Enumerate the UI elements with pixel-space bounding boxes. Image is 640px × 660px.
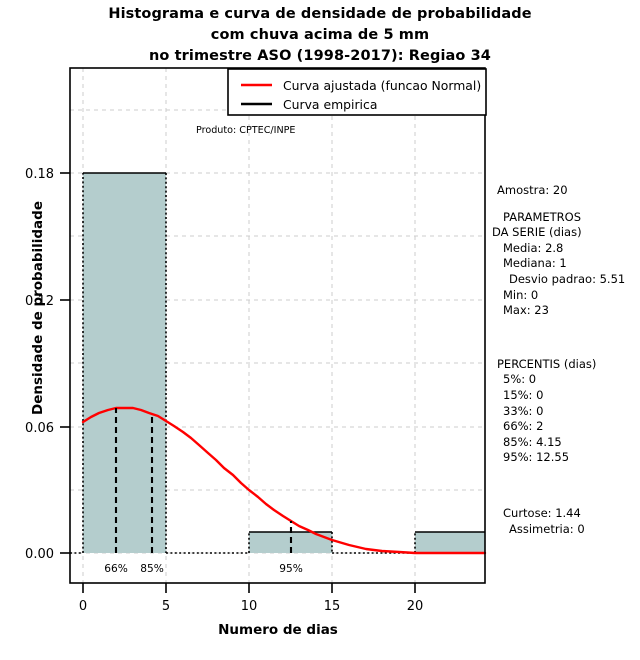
histogram-bar <box>415 532 485 553</box>
x-axis-tick-labels: 0 5 10 15 20 <box>79 599 423 614</box>
x-tick-label: 20 <box>407 599 424 614</box>
percentile-label: 95% <box>279 563 303 575</box>
x-tick-label: 0 <box>79 599 87 614</box>
y-tick-label: 0.06 <box>25 421 54 436</box>
stat-amostra: Amostra: 20 <box>497 183 568 197</box>
page-title: Histograma e curva de densidade de proba… <box>0 4 640 67</box>
title-line-3: no trimestre ASO (1998-2017): Regiao 34 <box>148 48 492 64</box>
stat-curtose: Curtose: 1.44 <box>503 505 581 520</box>
y-tick-label: 0.18 <box>25 167 54 182</box>
percentile-markers <box>114 408 293 553</box>
title-line-2: com chuva acima de 5 mm <box>210 27 430 43</box>
stat-p5: 5%: 0 <box>503 372 537 387</box>
stat-p15: 15%: 0 <box>503 387 544 402</box>
y-tick-label: 0.12 <box>25 294 54 309</box>
stat-p66: 66%: 2 <box>503 419 544 434</box>
stat-desvio-padrao: Desvio padrao: 5.51 <box>509 271 626 286</box>
plot-frame <box>69 67 486 584</box>
legend-box <box>227 68 487 116</box>
x-axis-title: Numero de dias <box>218 622 338 638</box>
x-axis <box>82 583 416 593</box>
x-tick-label: 10 <box>241 599 258 614</box>
legend-label-fitted: Curva ajustada (funcao Normal) <box>283 78 481 93</box>
fitted-normal-curve <box>81 406 487 555</box>
y-axis-title: Densidade de probabilidade <box>30 201 46 415</box>
stat-parameters-header-2: DA SERIE (dias) <box>492 225 582 240</box>
stat-min: Min: 0 <box>503 287 539 302</box>
stat-p95: 95%: 12.55 <box>503 450 570 465</box>
percentile-label: 66% <box>104 563 128 575</box>
y-tick-label: 0.00 <box>25 547 54 562</box>
empirical-curve <box>70 172 485 554</box>
stat-p85: 85%: 4.15 <box>503 434 562 449</box>
title-line-1: Histograma e curva de densidade de proba… <box>108 6 532 22</box>
percentile-labels: 66% 85% 95% <box>104 563 303 575</box>
legend: Curva ajustada (funcao Normal) Curva emp… <box>227 68 487 116</box>
stat-assimetria: Assimetria: 0 <box>509 521 585 536</box>
percentile-label: 85% <box>140 563 164 575</box>
stat-mediana: Mediana: 1 <box>503 256 567 271</box>
histogram-bar <box>83 173 166 553</box>
y-axis-tick-labels: 0.00 0.06 0.12 0.18 <box>25 167 54 562</box>
stat-percentis-header: PERCENTIS (dias) <box>497 356 597 371</box>
stat-p33: 33%: 0 <box>503 403 544 418</box>
legend-label-empirical: Curva empirica <box>283 97 377 112</box>
credit-label: Produto: CPTEC/INPE <box>196 125 296 136</box>
y-axis <box>60 172 70 554</box>
statistics-panel: Amostra: 20 PARAMETROS DA SERIE (dias) M… <box>492 183 640 537</box>
stat-media: Media: 2.8 <box>503 240 564 255</box>
x-tick-label: 15 <box>324 599 341 614</box>
x-tick-label: 5 <box>162 599 170 614</box>
stat-parameters-header-1: PARAMETROS <box>503 209 582 224</box>
stat-max: Max: 23 <box>503 303 549 318</box>
